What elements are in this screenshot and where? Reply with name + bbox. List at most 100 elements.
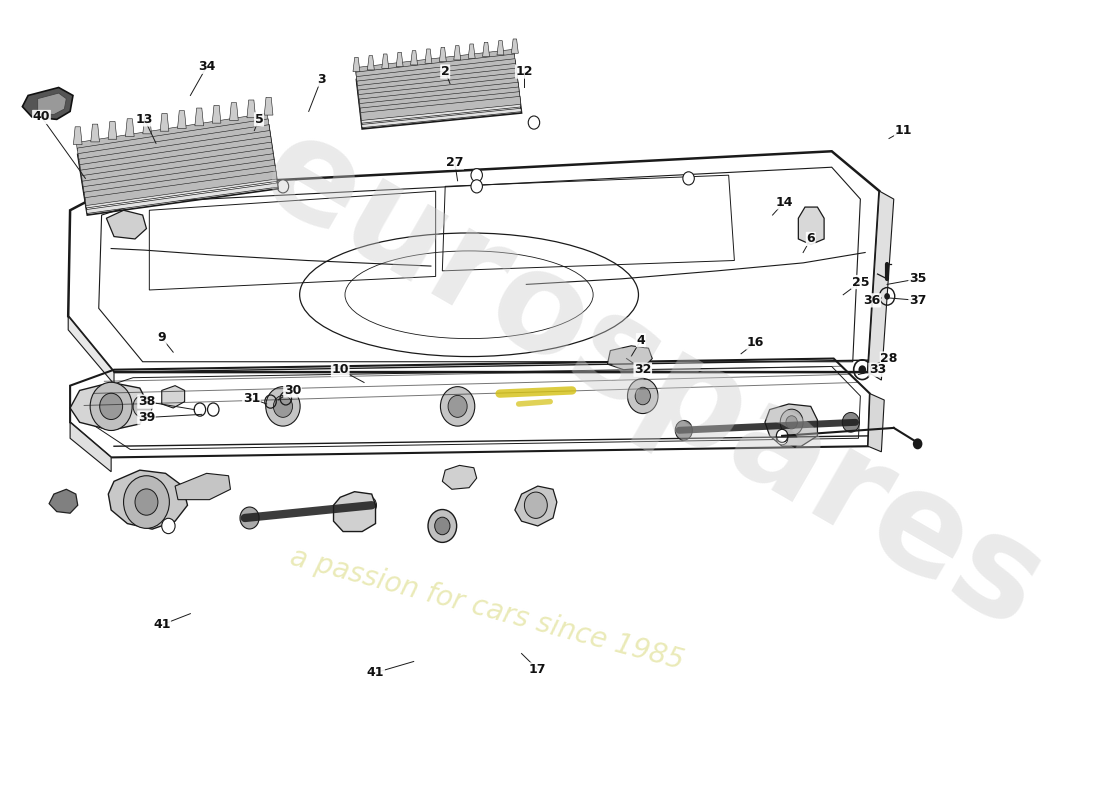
Circle shape: [913, 438, 923, 450]
Polygon shape: [107, 210, 146, 239]
Polygon shape: [358, 68, 517, 94]
Polygon shape: [358, 75, 517, 96]
Polygon shape: [512, 39, 518, 54]
Circle shape: [277, 180, 288, 193]
Polygon shape: [359, 80, 518, 101]
Polygon shape: [78, 130, 271, 164]
Polygon shape: [367, 56, 374, 70]
Circle shape: [884, 293, 890, 300]
Polygon shape: [230, 102, 239, 121]
Polygon shape: [125, 118, 134, 137]
Polygon shape: [79, 130, 271, 167]
Polygon shape: [22, 87, 73, 119]
Polygon shape: [425, 49, 432, 63]
Polygon shape: [70, 382, 150, 430]
Circle shape: [683, 172, 694, 185]
Polygon shape: [360, 92, 520, 116]
Polygon shape: [68, 316, 114, 384]
Text: 9: 9: [157, 331, 166, 344]
Text: 32: 32: [634, 363, 651, 376]
Circle shape: [240, 507, 260, 529]
Polygon shape: [483, 42, 490, 57]
Text: 10: 10: [331, 363, 349, 376]
Circle shape: [361, 497, 376, 514]
Circle shape: [440, 386, 475, 426]
Polygon shape: [79, 137, 271, 170]
Polygon shape: [360, 90, 519, 110]
Polygon shape: [360, 87, 519, 111]
Circle shape: [133, 395, 152, 418]
Polygon shape: [358, 70, 517, 92]
Polygon shape: [439, 47, 447, 62]
Polygon shape: [469, 44, 475, 58]
Polygon shape: [195, 108, 204, 126]
Polygon shape: [264, 98, 273, 115]
Polygon shape: [497, 41, 504, 55]
Text: 31: 31: [243, 392, 260, 405]
Circle shape: [448, 395, 468, 418]
Polygon shape: [868, 394, 884, 452]
Text: eurospares: eurospares: [238, 102, 1066, 658]
Polygon shape: [177, 110, 186, 129]
Polygon shape: [87, 183, 278, 214]
Text: 11: 11: [894, 124, 912, 137]
Circle shape: [525, 492, 548, 518]
Text: 33: 33: [869, 363, 887, 376]
Text: 17: 17: [529, 663, 547, 676]
Polygon shape: [355, 50, 515, 75]
Text: 38: 38: [138, 395, 155, 408]
Polygon shape: [607, 346, 652, 370]
Polygon shape: [868, 191, 894, 380]
Polygon shape: [356, 54, 515, 80]
Text: 41: 41: [153, 618, 170, 631]
Text: 12: 12: [516, 65, 534, 78]
Text: 41: 41: [366, 666, 384, 679]
Polygon shape: [359, 82, 519, 107]
Polygon shape: [396, 52, 403, 66]
Polygon shape: [77, 119, 270, 156]
Polygon shape: [442, 466, 476, 490]
Polygon shape: [361, 99, 520, 118]
Polygon shape: [359, 78, 518, 102]
Polygon shape: [82, 154, 274, 189]
Polygon shape: [764, 404, 817, 446]
Polygon shape: [362, 108, 521, 128]
Polygon shape: [515, 486, 557, 526]
Polygon shape: [108, 470, 187, 529]
Text: 36: 36: [864, 294, 880, 307]
Polygon shape: [50, 490, 78, 514]
Polygon shape: [85, 171, 276, 202]
Polygon shape: [359, 73, 518, 98]
Polygon shape: [143, 116, 152, 134]
Polygon shape: [799, 207, 824, 245]
Circle shape: [162, 518, 175, 534]
Polygon shape: [175, 474, 231, 500]
Text: 13: 13: [136, 113, 153, 126]
Circle shape: [100, 394, 122, 419]
Text: 37: 37: [909, 294, 926, 307]
Polygon shape: [84, 166, 275, 197]
Polygon shape: [81, 148, 274, 183]
Text: 3: 3: [317, 73, 326, 86]
Circle shape: [135, 489, 158, 515]
Polygon shape: [108, 122, 117, 139]
Circle shape: [675, 421, 692, 440]
Text: 4: 4: [637, 334, 646, 346]
Polygon shape: [80, 136, 272, 173]
Polygon shape: [361, 96, 520, 121]
Circle shape: [266, 386, 300, 426]
Circle shape: [780, 409, 803, 435]
Text: a passion for cars since 1985: a passion for cars since 1985: [287, 543, 688, 675]
Polygon shape: [84, 159, 275, 194]
Polygon shape: [86, 177, 277, 208]
Circle shape: [123, 476, 169, 528]
Polygon shape: [360, 94, 519, 114]
Circle shape: [428, 510, 456, 542]
Polygon shape: [74, 127, 82, 145]
Polygon shape: [78, 125, 270, 158]
Circle shape: [785, 416, 798, 429]
Text: 5: 5: [255, 113, 264, 126]
Polygon shape: [76, 113, 268, 150]
Polygon shape: [82, 160, 275, 191]
Polygon shape: [161, 114, 168, 131]
